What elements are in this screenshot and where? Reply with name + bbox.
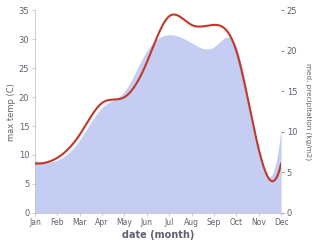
Y-axis label: med. precipitation (kg/m2): med. precipitation (kg/m2): [305, 63, 311, 160]
Y-axis label: max temp (C): max temp (C): [7, 83, 16, 141]
X-axis label: date (month): date (month): [122, 230, 194, 240]
